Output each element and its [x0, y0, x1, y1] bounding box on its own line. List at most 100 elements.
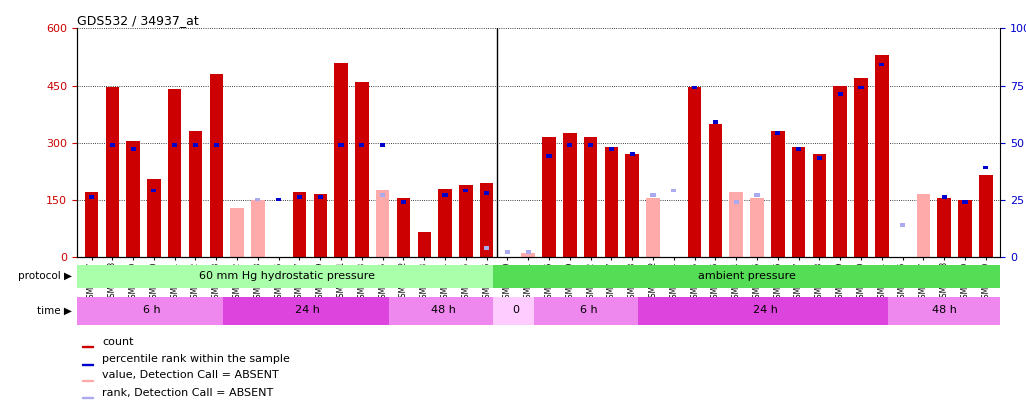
Bar: [547, 154, 552, 158]
Bar: [492, 297, 539, 324]
Text: count: count: [102, 337, 133, 347]
Bar: [608, 147, 614, 151]
Bar: [671, 189, 676, 192]
Bar: [983, 166, 988, 169]
Bar: [979, 175, 992, 257]
Bar: [314, 194, 327, 257]
Bar: [879, 63, 884, 66]
Text: rank, Detection Call = ABSENT: rank, Detection Call = ABSENT: [102, 388, 273, 398]
Text: 48 h: 48 h: [932, 305, 956, 315]
Bar: [359, 143, 364, 147]
Bar: [792, 147, 805, 257]
Bar: [389, 297, 497, 324]
Bar: [484, 246, 489, 249]
Bar: [276, 198, 281, 202]
Bar: [355, 82, 368, 257]
Bar: [480, 183, 494, 257]
Bar: [464, 189, 469, 192]
Bar: [584, 137, 597, 257]
Bar: [334, 63, 348, 257]
Text: 6 h: 6 h: [143, 305, 161, 315]
Bar: [85, 192, 98, 257]
Bar: [646, 198, 660, 257]
Bar: [492, 264, 1000, 288]
Bar: [251, 200, 265, 257]
Bar: [776, 131, 781, 135]
Text: 0: 0: [512, 305, 519, 315]
Bar: [734, 200, 739, 204]
Bar: [459, 185, 473, 257]
Bar: [89, 195, 94, 199]
Bar: [189, 131, 202, 257]
Bar: [126, 141, 140, 257]
Bar: [213, 143, 219, 147]
Bar: [110, 143, 115, 147]
Bar: [563, 133, 577, 257]
Bar: [223, 297, 393, 324]
Bar: [82, 397, 92, 399]
Bar: [859, 85, 864, 90]
Bar: [709, 124, 722, 257]
Bar: [692, 85, 698, 90]
Bar: [754, 193, 759, 197]
Bar: [521, 254, 535, 257]
Bar: [438, 189, 451, 257]
Text: percentile rank within the sample: percentile rank within the sample: [102, 354, 289, 364]
Bar: [713, 120, 718, 124]
Bar: [750, 198, 763, 257]
Bar: [318, 195, 323, 199]
Bar: [230, 208, 244, 257]
Bar: [630, 152, 635, 156]
Bar: [650, 193, 656, 197]
Bar: [297, 195, 302, 199]
Bar: [484, 191, 489, 195]
Bar: [339, 143, 344, 147]
Bar: [837, 92, 842, 96]
Bar: [505, 250, 510, 254]
Bar: [82, 380, 92, 381]
Bar: [77, 264, 497, 288]
Bar: [855, 78, 868, 257]
Bar: [168, 90, 182, 257]
Bar: [604, 147, 619, 257]
Text: protocol ▶: protocol ▶: [17, 271, 72, 281]
Bar: [796, 147, 801, 151]
Bar: [535, 297, 642, 324]
Bar: [147, 179, 161, 257]
Text: 6 h: 6 h: [580, 305, 597, 315]
Bar: [567, 143, 573, 147]
Bar: [193, 143, 198, 147]
Bar: [292, 192, 306, 257]
Bar: [525, 250, 530, 254]
Text: ambient pressure: ambient pressure: [698, 271, 795, 281]
Bar: [151, 189, 157, 192]
Bar: [543, 137, 556, 257]
Bar: [772, 131, 785, 257]
Bar: [958, 200, 972, 257]
Bar: [380, 143, 386, 147]
Bar: [938, 198, 951, 257]
Bar: [875, 55, 889, 257]
Text: 24 h: 24 h: [295, 305, 320, 315]
Bar: [255, 198, 261, 202]
Bar: [900, 223, 905, 227]
Text: 24 h: 24 h: [753, 305, 778, 315]
Bar: [106, 87, 119, 257]
Bar: [397, 198, 410, 257]
Text: time ▶: time ▶: [37, 306, 72, 316]
Bar: [82, 346, 92, 347]
Bar: [172, 143, 177, 147]
Bar: [418, 232, 431, 257]
Bar: [687, 87, 702, 257]
Bar: [942, 195, 947, 199]
Bar: [442, 193, 447, 197]
Bar: [209, 74, 223, 257]
Bar: [889, 297, 1000, 324]
Bar: [817, 156, 822, 160]
Bar: [130, 147, 135, 151]
Bar: [380, 193, 386, 197]
Bar: [916, 194, 931, 257]
Bar: [77, 297, 227, 324]
Bar: [638, 297, 893, 324]
Bar: [729, 192, 743, 257]
